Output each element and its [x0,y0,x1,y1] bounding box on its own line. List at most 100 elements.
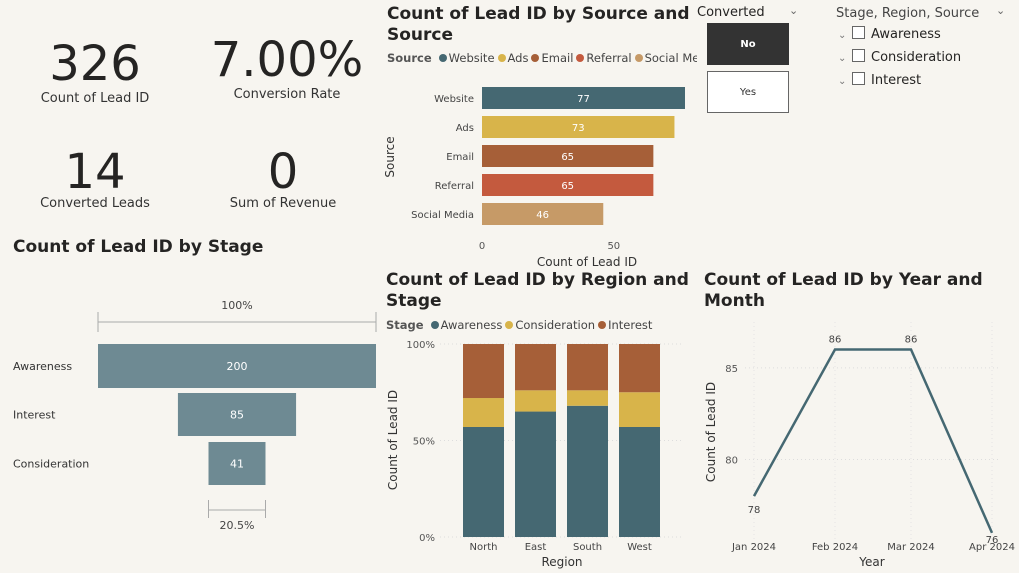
month-x-tick: Mar 2024 [887,542,935,553]
region-bar-segment[interactable] [619,426,660,537]
legend-dot [430,321,439,329]
interest-checkbox[interactable] [852,72,865,85]
kpi-converted-leads-label: Converted Leads [40,196,150,211]
kpi-revenue-label: Sum of Revenue [229,196,337,211]
month-x-tick: Jan 2024 [731,542,776,553]
converted-option-no[interactable]: No [707,23,789,65]
funnel-bar-value: 85 [230,409,244,422]
month-data-label: 78 [748,505,761,516]
region-bar-segment[interactable] [619,392,660,427]
funnel-bar-value: 41 [230,458,244,471]
month-x-tick: Feb 2024 [812,542,858,553]
legend-item[interactable]: Consideration [502,318,595,332]
region-bar-segment[interactable] [515,411,556,537]
region-bar-segment[interactable] [567,344,608,391]
expand-chevron-icon[interactable]: ⌄ [838,30,847,41]
stage-chart-title: Count of Lead ID by Stage [13,237,264,257]
kpi-revenue-value: 0 [267,144,299,200]
month-data-label: 86 [905,335,918,346]
source-bar-value: 73 [572,123,585,134]
stage-funnel-chart: 100% 200 Awareness 85 Interest 41 Consideratio… [13,299,377,532]
region-chart-title: Count of Lead ID by Region and Stage [386,270,689,311]
expand-chevron-icon[interactable]: ⌄ [838,76,847,87]
converted-slicer-title: Converted [697,5,765,20]
source-bar[interactable] [482,116,675,138]
kpi-lead-count-value: 326 [49,36,141,92]
converted-option-yes[interactable]: Yes [707,71,789,113]
expand-chevron-icon[interactable]: ⌄ [838,53,847,64]
region-x-tick: South [573,542,602,553]
legend-dot [505,321,514,329]
legend-dot [497,54,506,62]
source-bar-chart: Source Website 77 Ads 73 Email 65 Referral 65 Soc… [383,87,685,269]
converted-slicer-chevron-icon[interactable]: ⌄ [789,4,799,17]
region-chart-legend: Stage Awareness Consideration Interest [386,318,652,332]
region-y-tick: 0% [419,533,435,544]
month-y-axis-label: Count of Lead ID [704,382,718,482]
month-y-tick: 80 [725,456,738,467]
region-y-tick: 50% [413,437,435,448]
interest-label: Interest [871,73,922,88]
source-y-axis-label: Source [383,136,397,177]
source-category-label: Referral [435,181,474,192]
month-chart-title: Count of Lead ID by Year and Month [704,270,983,311]
hierarchy-item-interest[interactable]: ⌄ Interest [838,72,921,88]
legend-item[interactable]: Social Me... [632,51,697,65]
kpi-conversion-rate-value: 7.00% [210,32,364,88]
source-x-tick: 50 [607,241,620,252]
awareness-label: Awareness [871,27,941,42]
source-category-label: Social Media [411,210,474,221]
hierarchy-slicer-title: Stage, Region, Source [836,6,980,21]
source-category-label: Ads [456,123,474,134]
funnel-top-percent: 100% [221,299,252,312]
funnel-category-label: Consideration [13,458,89,471]
funnel-bar[interactable] [98,344,376,388]
region-bar-segment[interactable] [567,405,608,537]
awareness-checkbox[interactable] [852,26,865,39]
region-bar-segment[interactable] [515,344,556,391]
month-line[interactable] [752,348,994,534]
region-bar-segment[interactable] [463,426,504,537]
hierarchy-item-consideration[interactable]: ⌄ Consideration [838,49,961,65]
region-stacked-chart: Count of Lead ID 0% 50% 100% North East South W… [386,340,682,569]
source-bar[interactable] [482,145,654,167]
source-chart-title: Count of Lead ID by Source and Source [387,4,690,45]
source-bar-value: 46 [536,210,549,221]
legend-item[interactable]: Awareness [428,318,502,332]
funnel-bar[interactable] [177,393,297,436]
region-x-tick: North [470,542,498,553]
region-bar-segment[interactable] [515,390,556,412]
legend-dot [634,54,643,62]
hierarchy-item-awareness[interactable]: ⌄ Awareness [838,26,941,42]
source-bar-value: 65 [561,152,574,163]
region-bar-segment[interactable] [619,344,660,393]
kpi-converted-leads-value: 14 [64,144,126,200]
consideration-label: Consideration [871,50,962,65]
source-x-axis-label: Count of Lead ID [537,255,637,269]
month-x-tick: Apr 2024 [969,542,1015,553]
legend-item[interactable]: Interest [595,318,652,332]
legend-item[interactable]: Email [528,51,573,65]
funnel-category-label: Awareness [13,360,72,373]
region-bar-segment[interactable] [567,390,608,406]
source-bar[interactable] [482,174,654,196]
region-bar-segment[interactable] [463,398,504,427]
legend-dot [531,54,540,62]
region-legend-title: Stage [386,318,424,332]
source-bar-value: 77 [577,94,590,105]
legend-item[interactable]: Ads [495,51,528,65]
source-x-tick: 0 [479,241,485,252]
funnel-bar[interactable] [208,442,266,485]
region-y-tick: 100% [406,340,435,351]
source-bar[interactable] [482,203,604,225]
region-y-axis-label: Count of Lead ID [386,390,400,490]
funnel-category-label: Interest [13,409,56,422]
hierarchy-slicer-chevron-icon[interactable]: ⌄ [996,4,1006,17]
month-line-chart: Count of Lead ID 80 85 78 Jan 2024 86 Feb 2024… [704,322,1015,569]
consideration-checkbox[interactable] [852,49,865,62]
region-bar-segment[interactable] [463,344,504,399]
funnel-bar-value: 200 [227,360,248,373]
legend-item[interactable]: Website [436,51,495,65]
source-bar[interactable] [482,87,685,109]
legend-item[interactable]: Referral [573,51,632,65]
